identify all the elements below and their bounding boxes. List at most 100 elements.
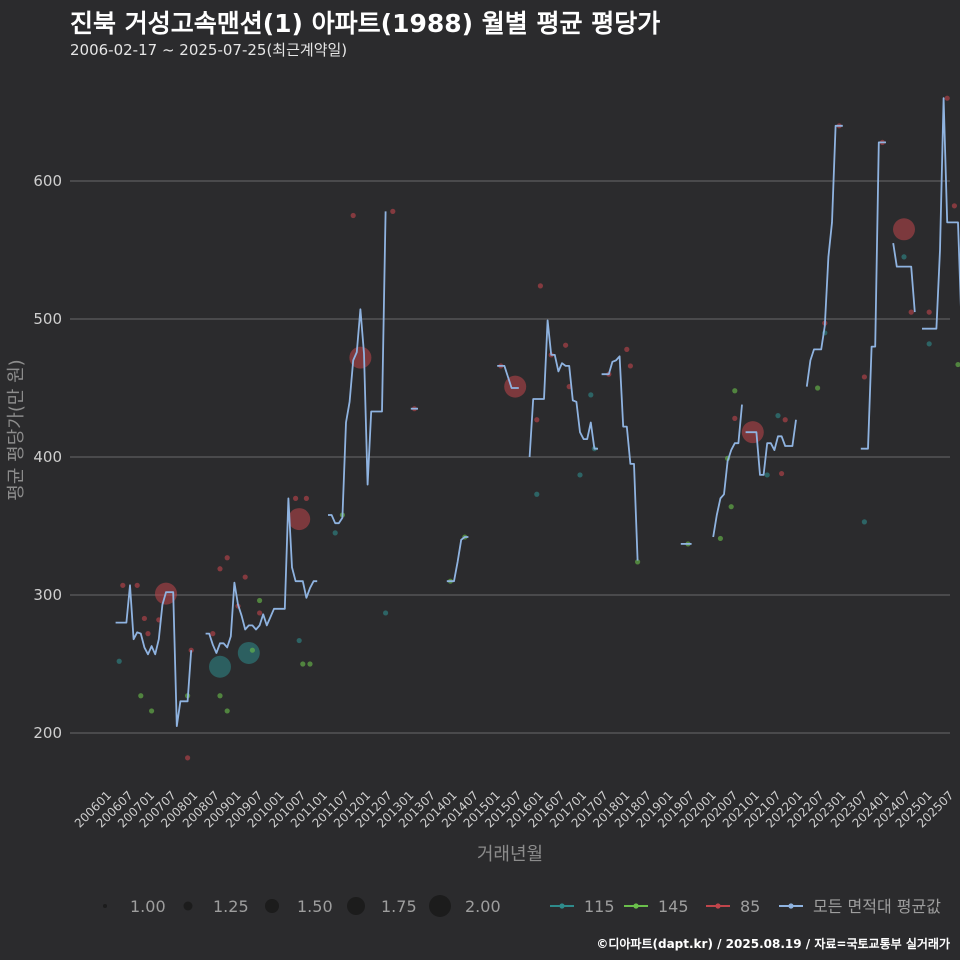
data-point [901,254,907,260]
average-line [446,536,469,583]
data-point [534,417,540,423]
data-point [116,658,122,664]
data-point [288,508,311,531]
y-tick-label: 300 [33,586,62,604]
data-point [764,472,770,478]
data-point [383,610,389,616]
data-point [257,597,263,604]
data-point [955,361,960,368]
y-axis-title: 평균 평당가(만 원) [6,359,27,500]
data-point [210,631,216,637]
data-point [257,610,263,616]
data-point [728,504,734,510]
chart-subtitle: 2006-02-17 ~ 2025-07-25(최근계약일) [70,41,348,59]
color-legend-label: 모든 면적대 평균값 [813,897,941,916]
average-line [860,141,886,450]
data-point [779,470,785,477]
y-tick-label: 200 [33,724,62,742]
data-point [296,637,302,644]
average-line [205,497,318,654]
data-point [926,309,932,315]
average-line [745,419,797,476]
data-point [300,661,306,667]
data-point [217,566,223,572]
chart-title: 진북 거성고속맨션(1) 아파트(1988) 월별 평균 평당가 [70,9,661,38]
color-legend-dot [559,903,565,909]
average-line [892,242,916,313]
data-point [134,582,140,588]
data-point [951,203,958,209]
data-point [224,555,230,561]
y-tick-label: 400 [33,448,62,466]
data-point [732,388,738,394]
data-point [534,491,540,497]
data-point [717,535,724,542]
data-point [209,655,231,678]
data-point [293,495,299,501]
data-point [120,582,126,588]
size-legend-label: 1.75 [381,897,417,916]
data-point [185,755,191,761]
data-point [926,341,932,347]
size-legend-key [103,904,107,908]
data-point [303,495,309,501]
data-point [307,661,313,667]
color-legend-dot [633,903,639,909]
data-point [732,415,738,421]
average-line [805,124,843,387]
data-point [563,342,569,348]
average-line [712,404,743,538]
data-point [893,218,915,241]
size-legend-label: 2.00 [465,897,501,916]
data-point [145,631,151,637]
size-legend-key [347,897,365,915]
data-point [242,574,248,580]
data-point [149,708,155,714]
data-point [815,385,821,391]
color-legend-dot [788,903,794,909]
data-point [537,283,544,289]
credit-text: ©디아파트(dapt.kr) / 2025.08.19 / 자료=국토교통부 실… [596,937,950,951]
average-line [528,319,598,458]
data-point [861,519,868,525]
data-point [635,559,641,565]
data-point [390,208,396,214]
size-legend-key [183,901,193,911]
data-point [577,472,583,478]
data-point [224,708,230,714]
data-point [332,530,338,536]
data-point [908,309,914,315]
color-legend-label: 85 [740,897,760,916]
data-point [588,392,594,398]
x-axis-title: 거래년월 [477,844,543,865]
data-point [237,641,260,664]
average-line [497,365,519,389]
data-point [504,375,527,398]
data-point [782,417,788,423]
data-point [217,693,223,699]
data-point [627,363,634,369]
size-legend-label: 1.25 [213,897,249,916]
data-point [249,647,255,653]
color-legend-label: 115 [584,897,615,916]
data-point [944,95,950,101]
size-legend-label: 1.00 [130,897,166,916]
data-point [350,212,356,219]
y-tick-label: 600 [33,172,62,190]
data-point [861,374,868,380]
color-legend-dot [715,903,721,909]
average-line [601,355,639,561]
average-line [328,211,387,525]
size-legend-key [265,899,279,913]
data-point [141,615,147,622]
y-tick-label: 500 [33,310,62,328]
size-legend-label: 1.50 [297,897,333,916]
average-line [115,584,193,727]
data-point [775,413,781,419]
data-point [624,346,630,352]
data-point [138,693,144,699]
size-legend-key [429,895,451,917]
data-point [349,346,372,369]
